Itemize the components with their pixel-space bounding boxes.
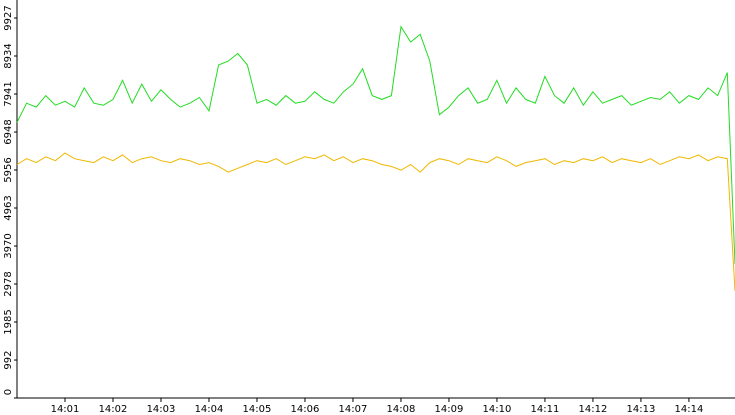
x-tick-label: 14:03 (147, 404, 176, 415)
y-tick-label: 4963 (3, 195, 14, 220)
y-tick-label: 1985 (3, 309, 14, 334)
series-line (16, 25, 735, 265)
x-tick-label: 14:02 (99, 404, 128, 415)
y-tick-label: 7941 (3, 81, 14, 106)
x-tick-label: 14:11 (531, 404, 560, 415)
x-tick-label: 14:12 (579, 404, 608, 415)
x-tick-label: 14:14 (675, 404, 704, 415)
y-tick-label: 3970 (3, 233, 14, 258)
y-tick-label: 0 (3, 389, 14, 395)
x-tick-label: 14:01 (51, 404, 80, 415)
x-tick-label: 14:09 (435, 404, 464, 415)
y-tick-label: 992 (3, 350, 14, 369)
x-tick-label: 14:04 (195, 404, 224, 415)
series-line (16, 152, 735, 291)
x-tick-label: 14:13 (627, 404, 656, 415)
x-tick-label: 14:05 (243, 404, 272, 415)
y-tick-label: 2978 (3, 271, 14, 296)
x-tick-label: 14:08 (387, 404, 416, 415)
x-tick-label: 14:07 (339, 404, 368, 415)
y-tick-label: 5956 (3, 157, 14, 182)
y-tick-label: 9927 (3, 5, 14, 30)
x-tick-label: 14:06 (291, 404, 320, 415)
y-tick-label: 8934 (3, 43, 14, 68)
x-tick-label: 14:10 (483, 404, 512, 415)
y-tick-label: 6948 (3, 119, 14, 144)
